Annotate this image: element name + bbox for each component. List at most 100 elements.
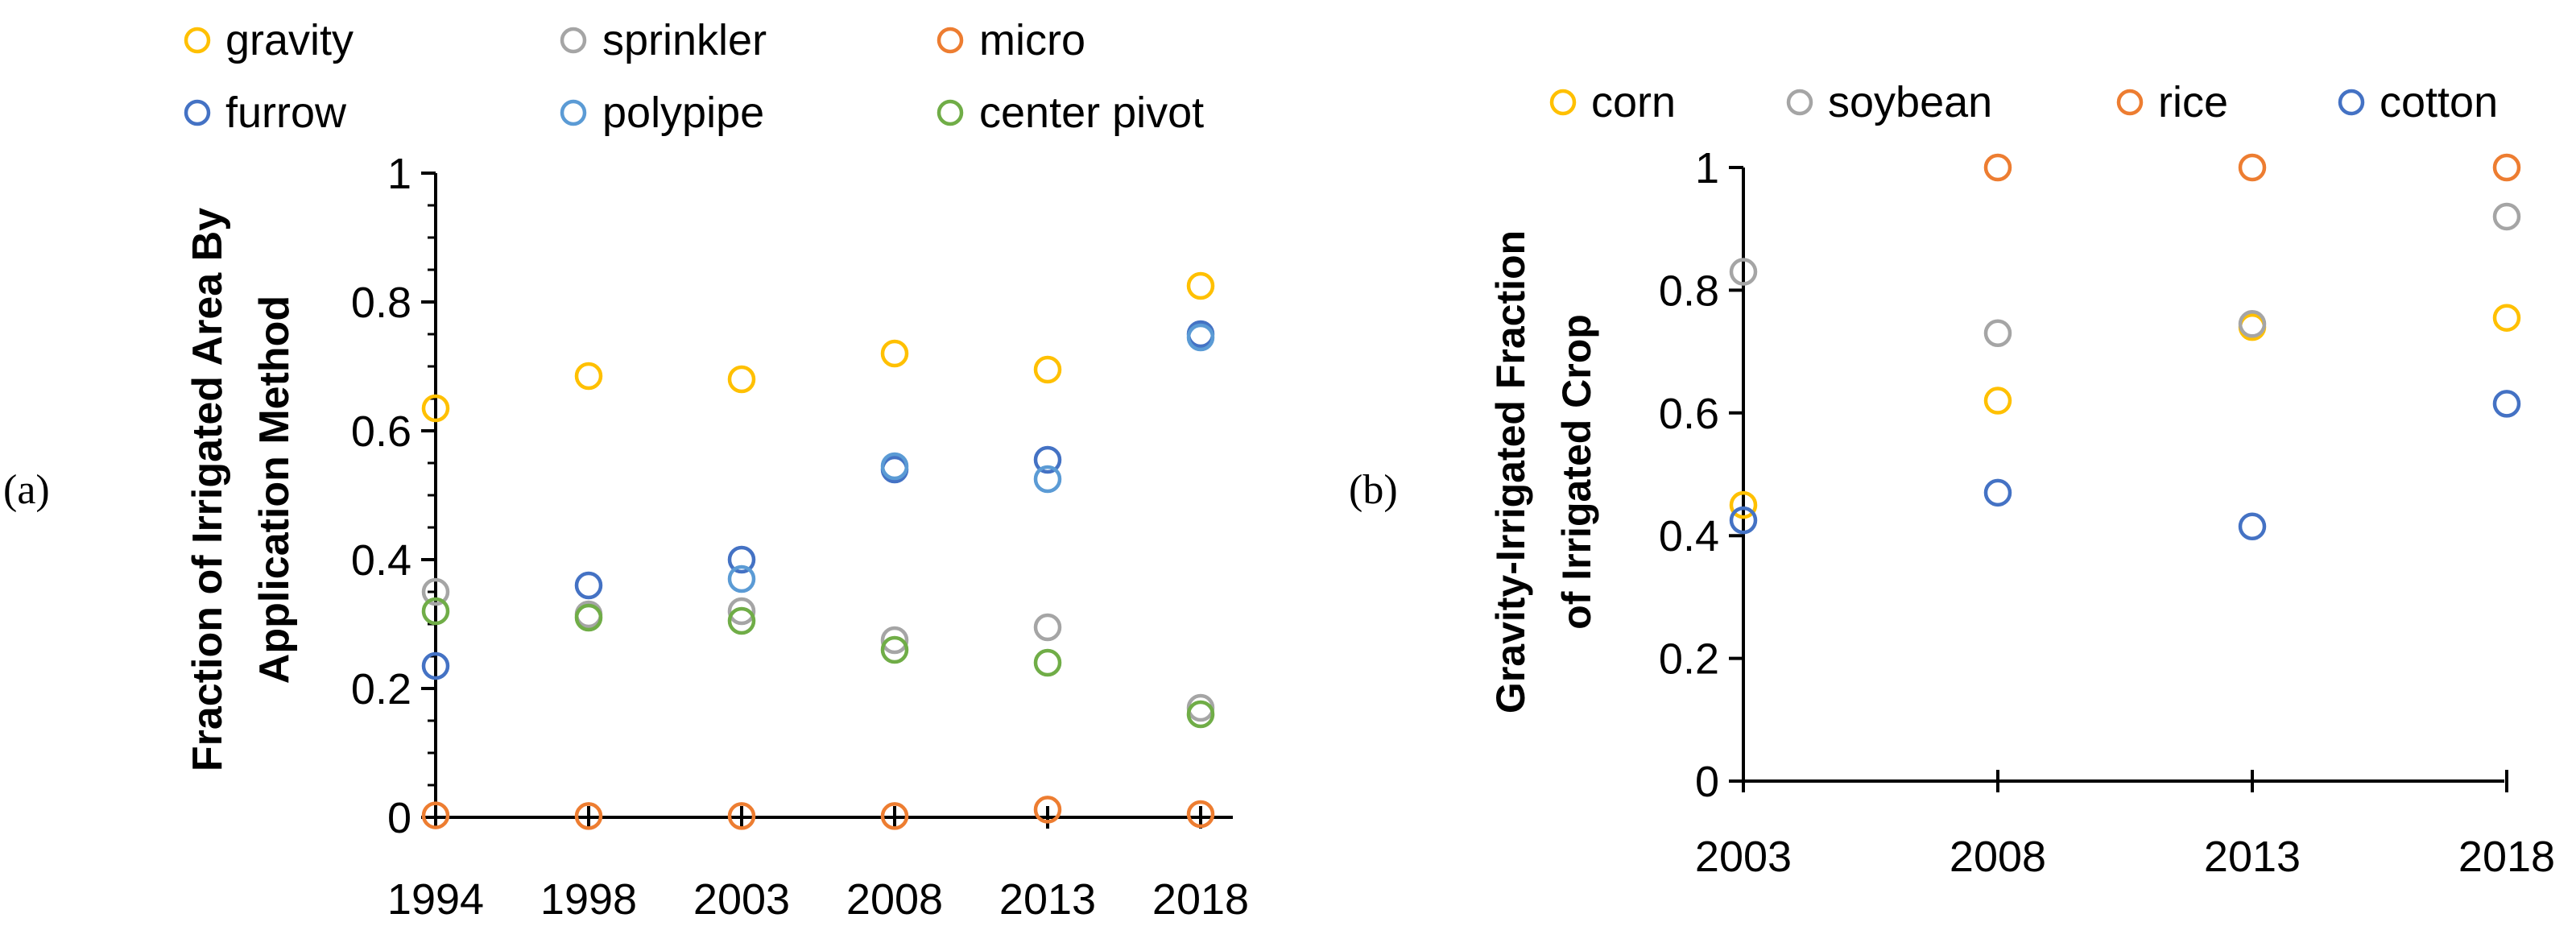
a-point-sprinkler-1994: [421, 577, 450, 606]
a-xtick-label: 1994: [387, 875, 484, 924]
a-point-polypipe-2008: [880, 452, 909, 481]
b-ytick-label: 0: [1695, 758, 1719, 806]
b-point-rice-2018: [2492, 153, 2521, 182]
legend-item-center-pivot: center pivot: [937, 89, 1204, 137]
legend-marker-soybean: [1786, 89, 1813, 116]
legend-label-micro: micro: [979, 16, 1085, 64]
b-xtick-label: 2013: [2204, 833, 2301, 881]
legend-item-polypipe: polypipe: [560, 89, 764, 137]
panel-b-y-ticks: 0 0.2 0.4 0.6 0.8 1: [1659, 144, 1743, 806]
b-ytick-label: 0.2: [1659, 635, 1719, 684]
panel-b-ylabel-line1: Gravity-Irrigated Fraction: [1488, 230, 1533, 713]
panel-b-ylabel-line2: of Irrigated Crop: [1554, 314, 1599, 630]
a-point-micro-1998: [574, 802, 603, 830]
b-xtick-label: 2008: [1950, 833, 2046, 881]
b-point-cotton-2013: [2238, 512, 2267, 541]
a-point-gravity-2013: [1033, 355, 1062, 384]
b-ytick-label: 0.8: [1659, 267, 1719, 315]
a-point-furrow-2013: [1033, 445, 1062, 474]
legend-label-rice: rice: [2158, 78, 2228, 126]
panel-a-ylabel-line1: Fraction of Irrigated Area By: [184, 208, 231, 771]
panel-a-y-ticks: 0 0.2 0.4 0.6 0.8 1: [351, 150, 436, 842]
b-point-rice-2013: [2238, 153, 2267, 182]
b-xtick-label: 2003: [1695, 833, 1792, 881]
b-ytick-label: 0.6: [1659, 390, 1719, 438]
b-point-rice-2008: [1983, 153, 2012, 182]
panel-a-x-ticks: 1994 1998 2003 2008 2013 2018: [387, 806, 1249, 924]
a-point-gravity-2003: [727, 365, 756, 394]
a-xtick-label: 1998: [540, 875, 637, 924]
legend-marker-cotton: [2338, 89, 2365, 116]
a-point-gravity-1998: [574, 362, 603, 391]
b-point-cotton-2008: [1983, 478, 2012, 507]
panel-a-legend: gravity sprinkler micro furrow polypipe …: [184, 16, 1204, 137]
a-ytick-label: 1: [387, 150, 411, 198]
legend-label-furrow: furrow: [225, 89, 347, 137]
panel-a-data-points: [421, 271, 1215, 830]
legend-item-micro: micro: [937, 16, 1085, 64]
a-ytick-label: 0.2: [351, 665, 411, 713]
legend-marker-gravity: [184, 27, 211, 54]
a-point-micro-2008: [880, 802, 909, 830]
b-point-corn-2018: [2492, 304, 2521, 332]
b-xtick-label: 2018: [2458, 833, 2555, 881]
legend-label-soybean: soybean: [1828, 78, 1992, 126]
legend-marker-sprinkler: [560, 27, 587, 54]
a-point-sprinkler-2003: [727, 597, 756, 626]
a-ytick-label: 0.6: [351, 407, 411, 456]
panel-a-ylabel-line2: Application Method: [251, 296, 298, 684]
a-point-center-pivot-2008: [880, 635, 909, 664]
panel-a-label: (a): [3, 467, 50, 513]
b-point-soybean-2008: [1983, 319, 2012, 347]
a-ytick-label: 0.8: [351, 279, 411, 327]
legend-label-gravity: gravity: [225, 16, 354, 64]
panel-b-label: (b): [1349, 467, 1398, 513]
b-point-cotton-2003: [1729, 506, 1758, 535]
b-point-soybean-2013: [2238, 310, 2267, 338]
a-point-gravity-2018: [1186, 271, 1215, 300]
legend-item-cotton: cotton: [2338, 78, 2498, 126]
a-point-furrow-2003: [727, 545, 756, 574]
legend-label-polypipe: polypipe: [602, 89, 764, 137]
panel-b-data-points: [1729, 153, 2521, 541]
b-point-cotton-2018: [2492, 390, 2521, 418]
b-ytick-label: 0.4: [1659, 512, 1719, 560]
a-xtick-label: 2018: [1152, 875, 1249, 924]
panel-a: (a) gravity sprinkler micro furrow polyp…: [3, 16, 1249, 924]
a-point-micro-2003: [727, 802, 756, 830]
a-ytick-label: 0.4: [351, 536, 411, 585]
a-point-sprinkler-2013: [1033, 613, 1062, 642]
panel-b: (b) corn soybean rice cotton Gravity-Irr…: [1349, 78, 2555, 881]
a-xtick-label: 2003: [693, 875, 790, 924]
legend-label-corn: corn: [1591, 78, 1676, 126]
a-ytick-label: 0: [387, 794, 411, 842]
b-point-soybean-2003: [1729, 258, 1758, 286]
legend-item-rice: rice: [2116, 78, 2228, 126]
legend-marker-corn: [1549, 89, 1577, 116]
legend-item-soybean: soybean: [1786, 78, 1992, 126]
a-point-center-pivot-1998: [574, 603, 603, 632]
a-point-micro-1994: [421, 801, 450, 829]
a-point-polypipe-2018: [1186, 323, 1215, 352]
a-point-gravity-1994: [421, 394, 450, 423]
legend-marker-polypipe: [560, 99, 587, 126]
b-point-corn-2008: [1983, 387, 2012, 415]
a-point-center-pivot-2003: [727, 606, 756, 635]
legend-label-cotton: cotton: [2380, 78, 2498, 126]
b-point-soybean-2018: [2492, 202, 2521, 231]
legend-item-furrow: furrow: [184, 89, 347, 137]
a-point-micro-2018: [1186, 800, 1215, 829]
a-point-micro-2013: [1033, 796, 1062, 824]
panel-b-x-ticks: 2003 2008 2013 2018: [1695, 770, 2555, 881]
a-point-center-pivot-2013: [1033, 648, 1062, 677]
a-point-polypipe-2013: [1033, 465, 1062, 494]
panel-b-legend: corn soybean rice cotton: [1549, 78, 2498, 126]
legend-marker-micro: [937, 27, 964, 54]
legend-label-center-pivot: center pivot: [979, 89, 1204, 137]
a-point-center-pivot-2018: [1186, 700, 1215, 729]
legend-item-corn: corn: [1549, 78, 1676, 126]
a-point-center-pivot-1994: [421, 597, 450, 626]
a-point-furrow-1998: [574, 571, 603, 600]
